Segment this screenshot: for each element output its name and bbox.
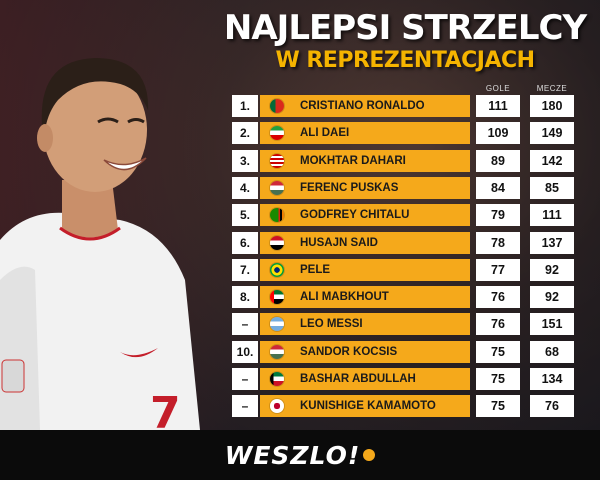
- iraq-flag-icon: [270, 235, 284, 250]
- player-name: KUNISHIGE KAMAMOTO: [300, 400, 436, 413]
- portugal-flag-icon: [270, 99, 284, 113]
- player-name-bar: GODFREY CHITALU: [260, 204, 470, 227]
- table-row: – BASHAR ABDULLAH 75 134: [232, 368, 578, 390]
- player-name-bar: CRISTIANO RONALDO: [260, 95, 470, 117]
- table-row: 5. GODFREY CHITALU 79 111: [232, 204, 578, 227]
- matches-cell: 149: [530, 122, 574, 145]
- matches-cell: 111: [530, 204, 574, 227]
- player-name: GODFREY CHITALU: [300, 209, 410, 222]
- goals-cell: 75: [476, 395, 520, 418]
- table-row: 6. HUSAJN SAID 78 137: [232, 231, 578, 254]
- player-illustration: 7: [0, 58, 200, 430]
- rank-cell: 7.: [232, 258, 258, 281]
- rank-cell: 10.: [232, 340, 258, 363]
- column-header-goals: GOLE: [485, 84, 511, 93]
- table-row: – KUNISHIGE KAMAMOTO 75 76: [232, 395, 578, 418]
- player-name-bar: LEO MESSI: [260, 313, 470, 336]
- goals-cell: 111: [476, 95, 520, 117]
- player-name-bar: PELE: [260, 258, 470, 281]
- malaysia-flag-icon: [270, 153, 284, 168]
- player-name-bar: MOKHTAR DAHARI: [260, 149, 470, 172]
- rank-cell: 1.: [232, 95, 258, 117]
- column-header-matches: MECZE: [536, 84, 568, 93]
- logo-ball-icon: [363, 449, 376, 461]
- table-row: 4. FERENC PUSKAS 84 85: [232, 176, 578, 199]
- matches-cell: 134: [530, 368, 574, 390]
- matches-cell: 92: [530, 286, 574, 309]
- player-name: SANDOR KOCSIS: [300, 345, 398, 358]
- rank-cell: 5.: [232, 204, 258, 227]
- goals-cell: 75: [476, 340, 520, 363]
- footer: WESZLO!: [0, 430, 600, 480]
- iran-flag-icon: [270, 126, 284, 141]
- table-row: – LEO MESSI 76 151: [232, 313, 578, 336]
- rank-cell: 8.: [232, 286, 258, 309]
- player-name: BASHAR ABDULLAH: [300, 373, 416, 385]
- shirt-number: 7: [150, 388, 181, 430]
- argentina-flag-icon: [270, 317, 284, 332]
- matches-cell: 76: [530, 395, 574, 418]
- matches-cell: 180: [530, 95, 574, 117]
- rank-cell: 6.: [232, 231, 258, 254]
- goals-cell: 76: [476, 286, 520, 309]
- page-title: NAJLEPSI STRZELCY: [223, 8, 587, 48]
- brand-logo: WESZLO!: [0, 430, 600, 480]
- player-name: ALI MABKHOUT: [300, 291, 389, 304]
- goals-cell: 109: [476, 122, 520, 145]
- player-name: FERENC PUSKAS: [300, 181, 399, 194]
- player-name: HUSAJN SAID: [300, 236, 378, 249]
- hungary-flag-icon: [270, 344, 284, 359]
- table-row: 2. ALI DAEI 109 149: [232, 122, 578, 145]
- hungary-flag-icon: [270, 180, 284, 195]
- matches-cell: 85: [530, 176, 574, 199]
- player-name-bar: BASHAR ABDULLAH: [260, 368, 470, 390]
- player-name: MOKHTAR DAHARI: [300, 154, 406, 167]
- player-name-bar: ALI DAEI: [260, 122, 470, 145]
- player-name: ALI DAEI: [300, 127, 350, 140]
- rank-cell: –: [232, 368, 258, 390]
- table-row: 10. SANDOR KOCSIS 75 68: [232, 340, 578, 363]
- zambia-flag-icon: [270, 208, 284, 223]
- uae-flag-icon: [270, 290, 284, 305]
- rank-cell: –: [232, 313, 258, 336]
- matches-cell: 92: [530, 258, 574, 281]
- table-row: 1. CRISTIANO RONALDO 111 180: [232, 95, 578, 117]
- goals-cell: 89: [476, 149, 520, 172]
- matches-cell: 142: [530, 149, 574, 172]
- player-name: PELE: [300, 263, 331, 276]
- goals-cell: 75: [476, 368, 520, 390]
- player-name: CRISTIANO RONALDO: [300, 100, 425, 112]
- goals-cell: 76: [476, 313, 520, 336]
- goals-cell: 79: [476, 204, 520, 227]
- player-name: LEO MESSI: [300, 318, 363, 331]
- player-name-bar: ALI MABKHOUT: [260, 286, 470, 309]
- kuwait-flag-icon: [270, 372, 284, 386]
- rank-cell: 3.: [232, 149, 258, 172]
- player-name-bar: FERENC PUSKAS: [260, 176, 470, 199]
- player-name-bar: HUSAJN SAID: [260, 231, 470, 254]
- matches-cell: 151: [530, 313, 574, 336]
- table-row: 7. PELE 77 92: [232, 258, 578, 281]
- matches-cell: 137: [530, 231, 574, 254]
- goals-cell: 78: [476, 231, 520, 254]
- goals-cell: 84: [476, 176, 520, 199]
- page-subtitle: W REPREZENTACJACH: [275, 48, 535, 73]
- matches-cell: 68: [530, 340, 574, 363]
- player-name-bar: SANDOR KOCSIS: [260, 340, 470, 363]
- brazil-flag-icon: [270, 262, 284, 277]
- table-row: 3. MOKHTAR DAHARI 89 142: [232, 149, 578, 172]
- rank-cell: 2.: [232, 122, 258, 145]
- player-name-bar: KUNISHIGE KAMAMOTO: [260, 395, 470, 418]
- logo-text: WESZLO!: [224, 440, 361, 470]
- table-row: 8. ALI MABKHOUT 76 92: [232, 286, 578, 309]
- rank-cell: 4.: [232, 176, 258, 199]
- rank-cell: –: [232, 395, 258, 418]
- japan-flag-icon: [270, 399, 284, 414]
- goals-cell: 77: [476, 258, 520, 281]
